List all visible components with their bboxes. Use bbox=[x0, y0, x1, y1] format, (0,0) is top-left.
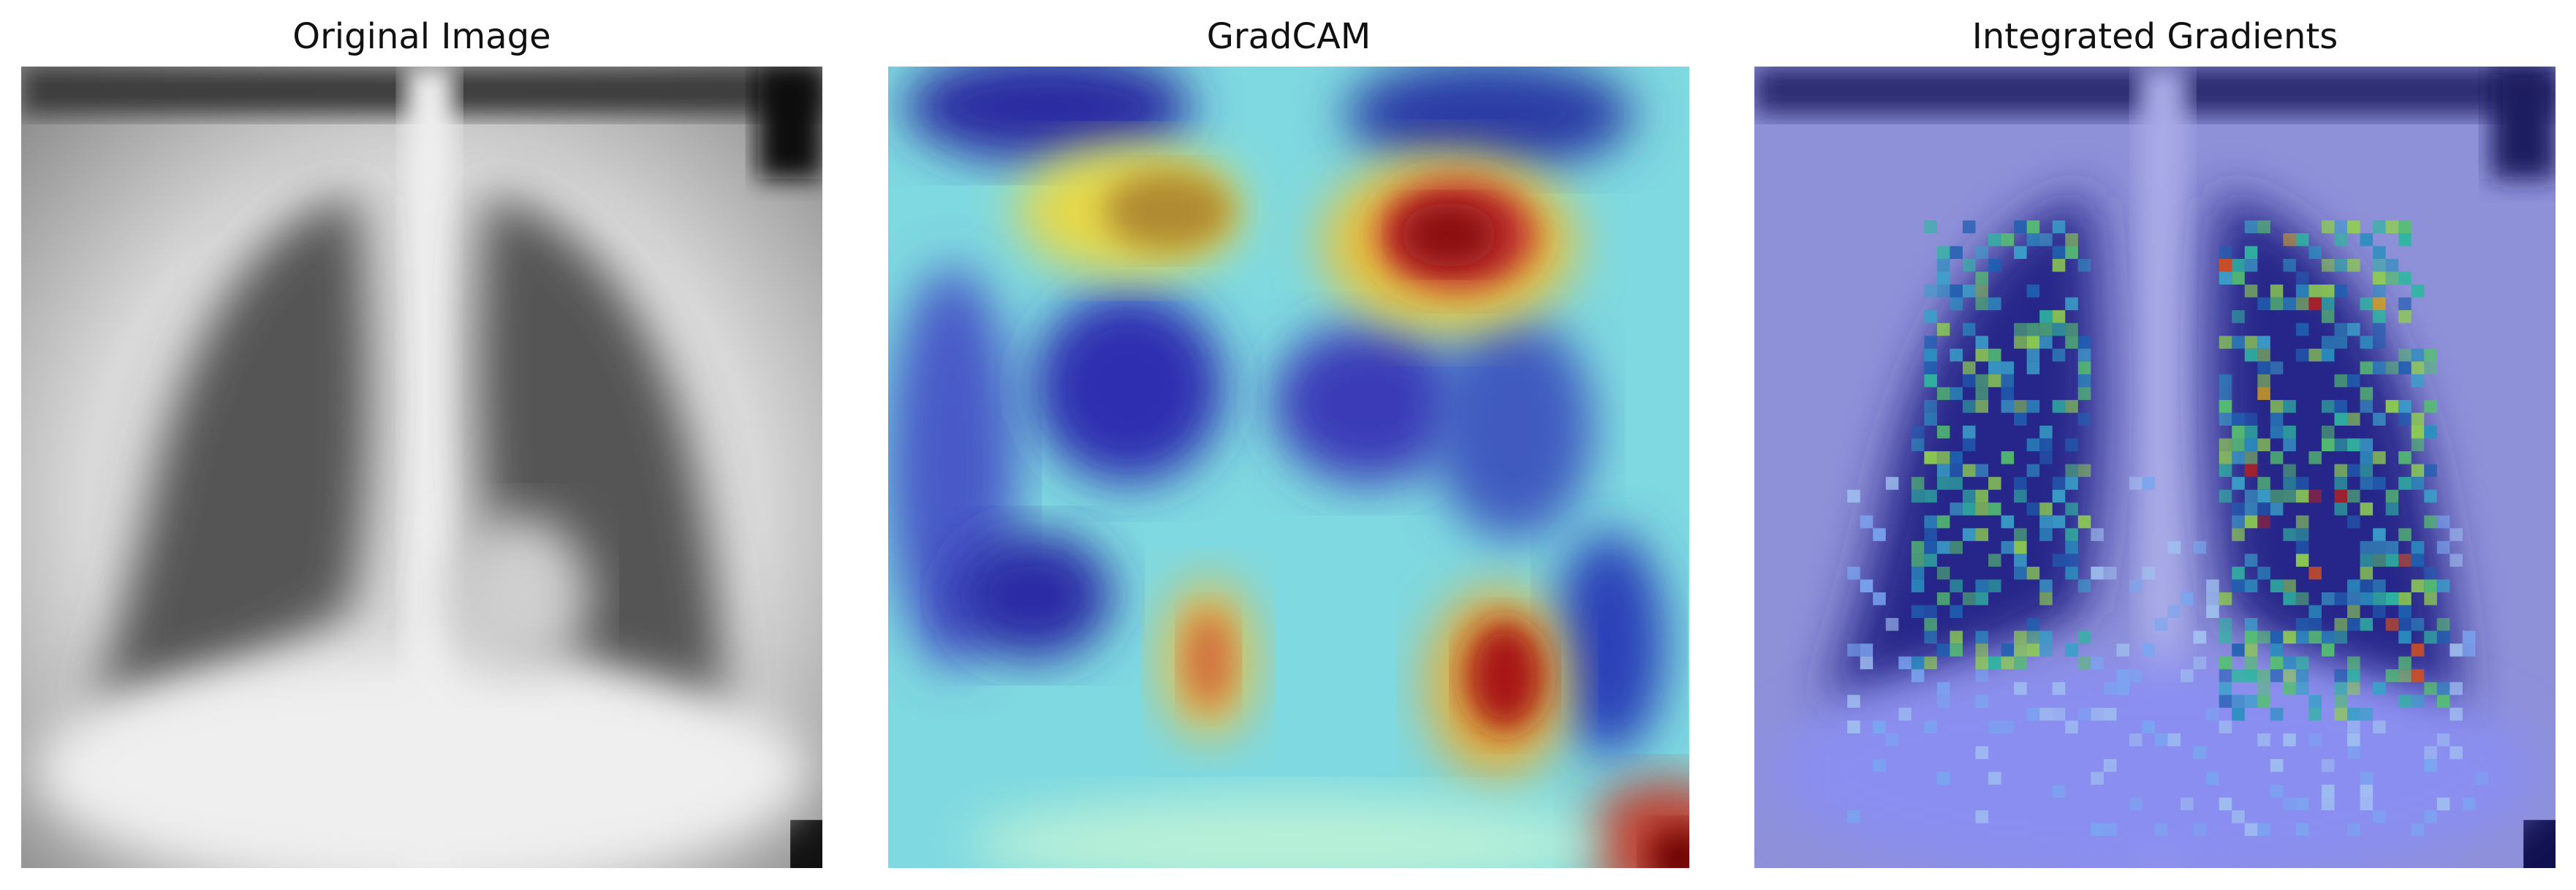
attribution-pixels bbox=[1847, 220, 2488, 837]
gradcam-panel: GradCAM bbox=[888, 0, 1689, 890]
integrated-gradients-image bbox=[1754, 67, 2556, 868]
panel-title-gradcam: GradCAM bbox=[1206, 16, 1371, 57]
panel-title-original-image: Original Image bbox=[292, 16, 551, 57]
integrated-gradients-panel: Integrated Gradients bbox=[1754, 0, 2556, 890]
panel-title-integrated-gradients: Integrated Gradients bbox=[1971, 16, 2338, 57]
original-image-panel: Original Image bbox=[21, 0, 822, 890]
gradcam-heatmap-image bbox=[888, 67, 1689, 868]
chest-xray-original-image bbox=[21, 67, 822, 868]
